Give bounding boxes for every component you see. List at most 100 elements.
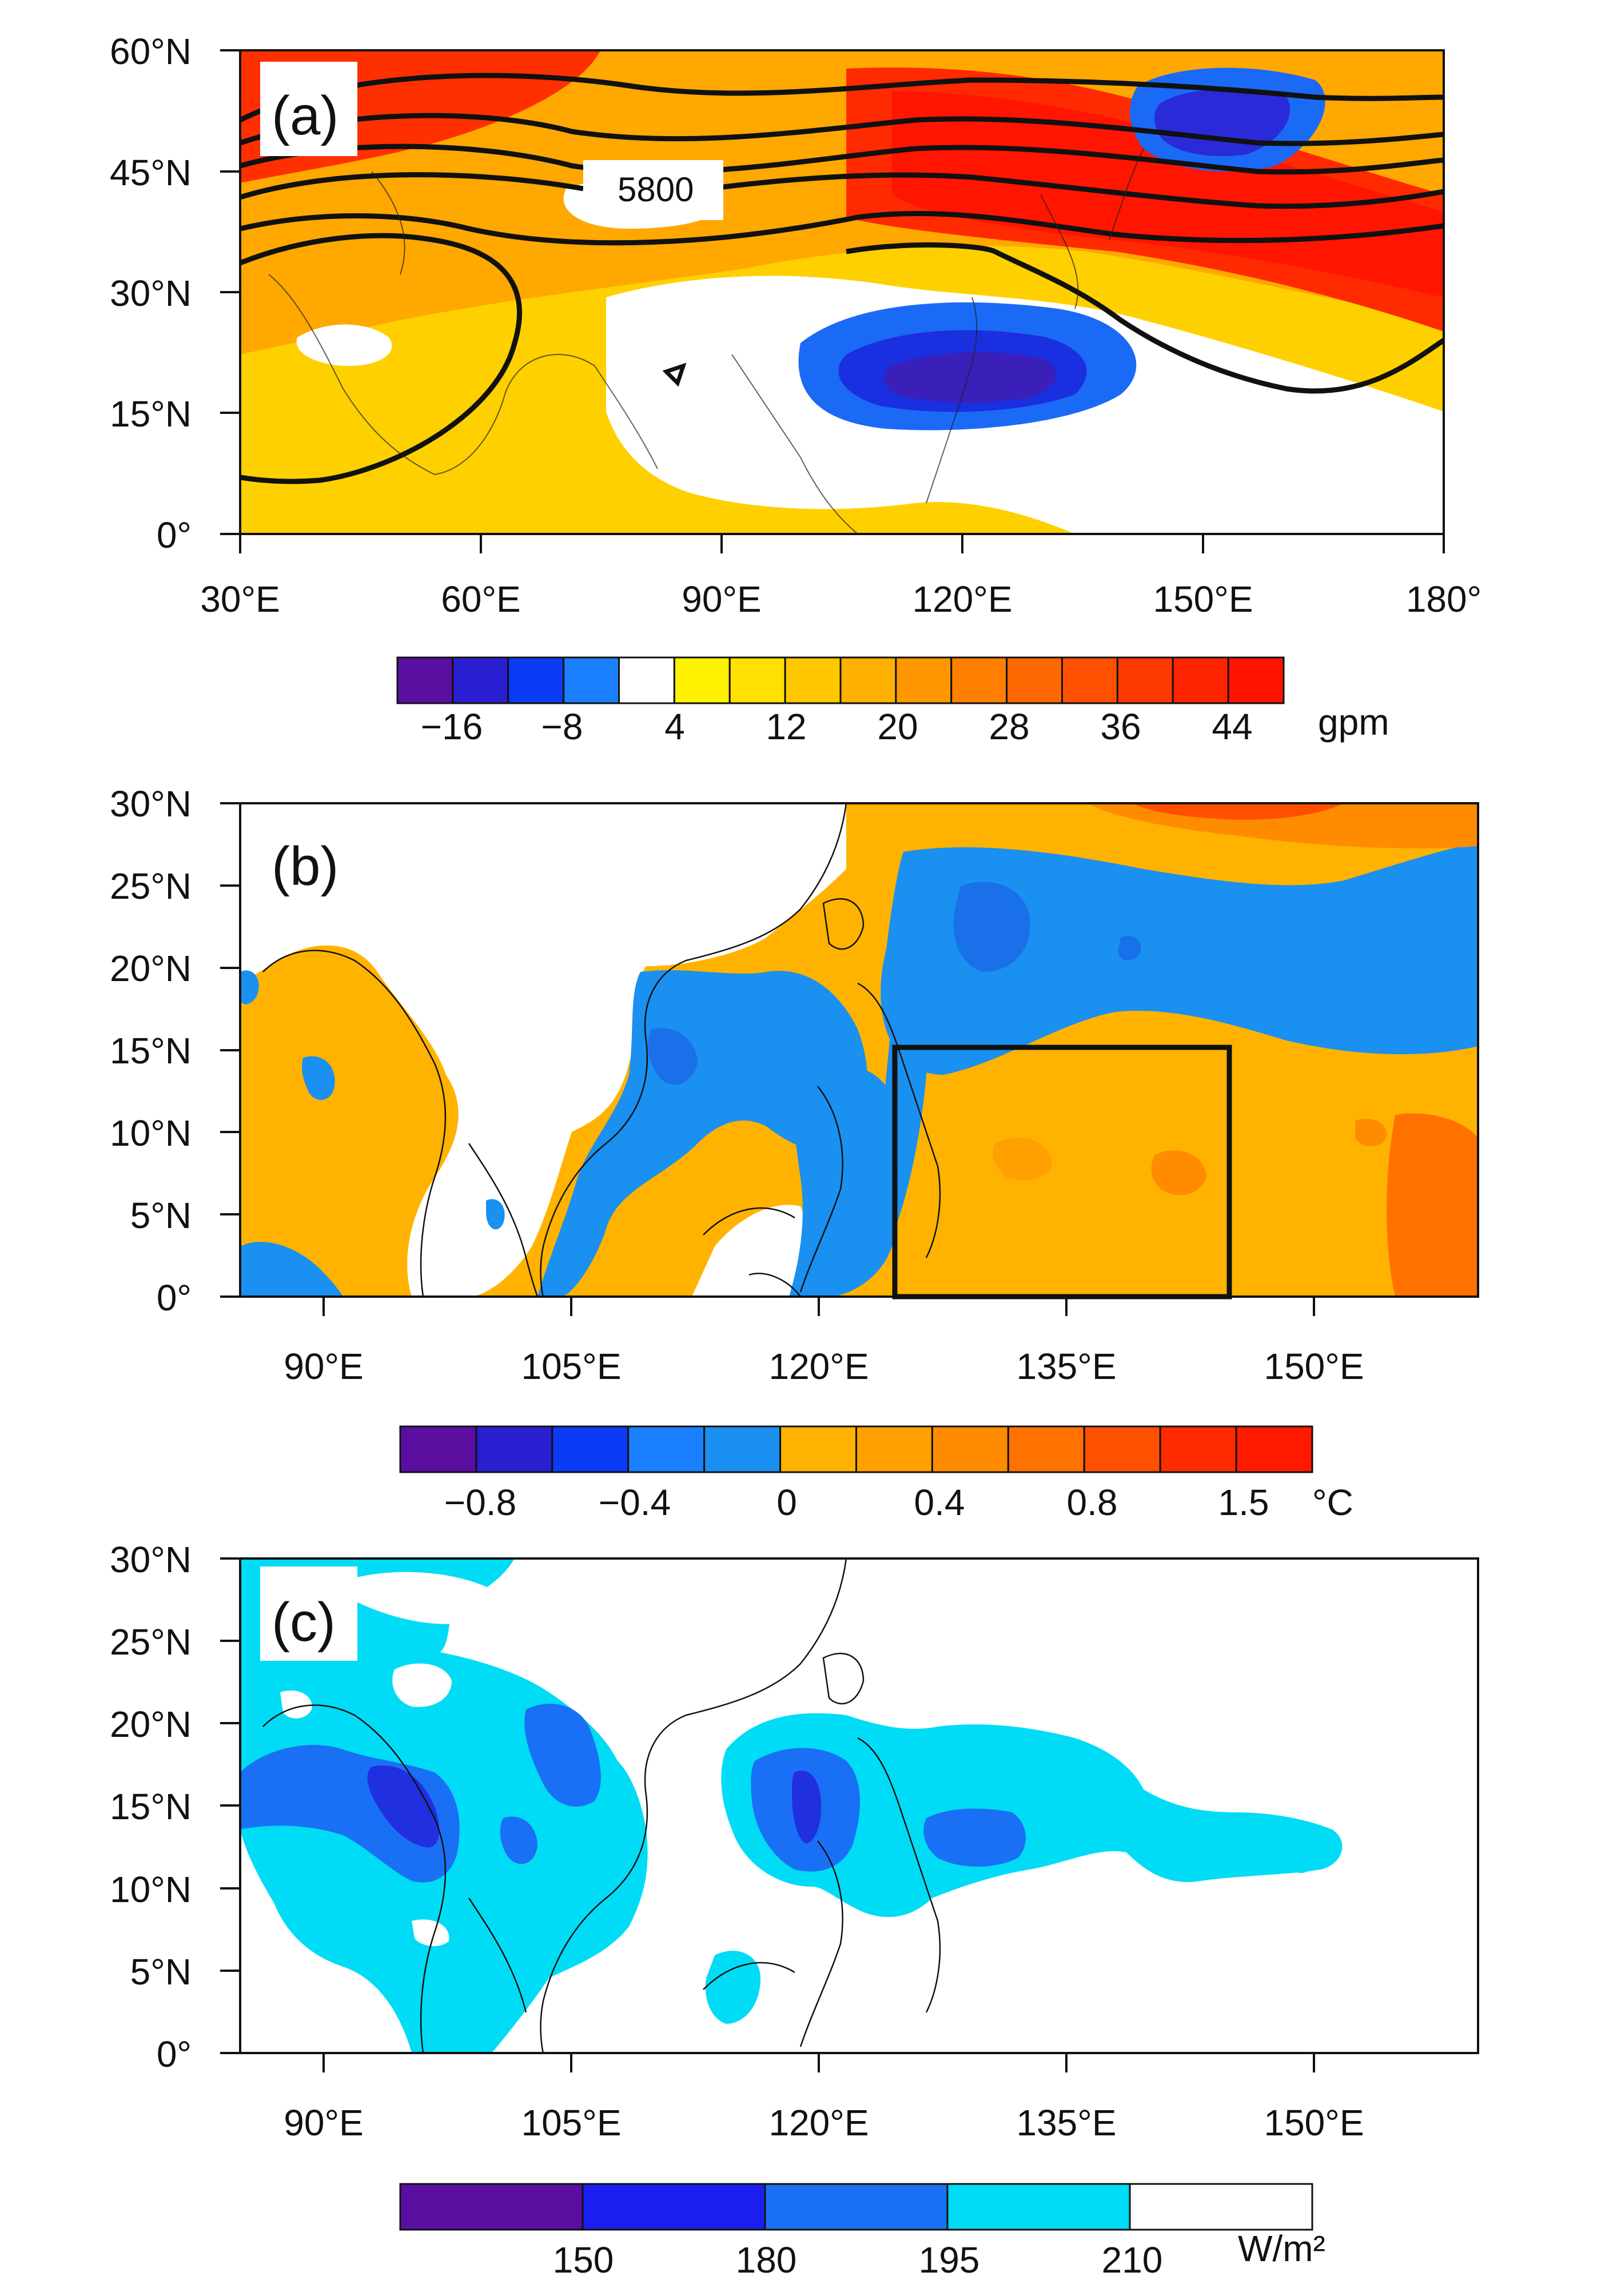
lon-tick-label: 150°E [1153, 579, 1253, 620]
lat-tick-label: 30°N [110, 273, 192, 314]
lat-tick-label: 0° [157, 2034, 192, 2075]
colorbar-a-label: 20 [877, 706, 918, 747]
colorbar-c-label: 195 [919, 2239, 980, 2281]
panel-b-label: (b) [272, 836, 338, 897]
lon-tick-label: 30°E [200, 579, 280, 620]
colorbar-c-swatches [399, 2183, 1313, 2231]
colorbar-swatch [399, 2183, 584, 2231]
colorbar-c-unit: W/m² [1238, 2228, 1325, 2269]
colorbar-c: 150 180 195 210 W/m² [399, 2183, 1325, 2281]
lat-tick-label: 0° [157, 1277, 192, 1318]
colorbar-swatch [582, 2183, 766, 2231]
colorbar-c-label: 150 [553, 2239, 614, 2281]
colorbar-b-label: 0.8 [1067, 1482, 1118, 1523]
colorbar-swatch [627, 1425, 706, 1473]
colorbar-swatch [396, 656, 454, 704]
colorbar-c-label: 210 [1102, 2239, 1163, 2281]
colorbar-swatch [1235, 1425, 1313, 1473]
colorbar-swatch [728, 656, 786, 704]
colorbar-a: −16 −8 4 12 20 28 36 44 gpm [396, 656, 1389, 747]
colorbar-b-label: 0.4 [914, 1482, 965, 1523]
lon-tick-label: 105°E [521, 1346, 621, 1387]
panel-c-label: (c) [272, 1592, 336, 1653]
colorbar-swatch [1083, 1425, 1161, 1473]
colorbar-swatch [563, 656, 620, 704]
colorbar-a-swatches [396, 656, 1285, 704]
lon-tick-label: 180° [1406, 579, 1481, 620]
colorbar-a-label: 12 [766, 706, 806, 747]
panel-c-lat-axis: 30°N 25°N 20°N 15°N 10°N 5°N 0° [110, 1539, 240, 2075]
lon-tick-label: 120°E [768, 1346, 869, 1387]
colorbar-a-label: −16 [421, 706, 483, 747]
colorbar-swatch [1116, 656, 1174, 704]
colorbar-b: −0.8 −0.4 0 0.4 0.8 1.5 °C [399, 1425, 1353, 1523]
colorbar-swatch [1172, 656, 1229, 704]
lon-tick-label: 90°E [284, 2102, 363, 2143]
panel-a-lat-axis: 60°N 45°N 30°N 15°N 0° [110, 31, 240, 556]
colorbar-a-label: 4 [664, 706, 685, 747]
colorbar-a-label: 44 [1212, 706, 1252, 747]
colorbar-swatch [839, 656, 897, 704]
colorbar-a-unit: gpm [1318, 701, 1389, 743]
colorbar-swatch [784, 656, 842, 704]
colorbar-swatch [1129, 2183, 1313, 2231]
colorbar-swatch [895, 656, 953, 704]
lat-tick-label: 0° [157, 515, 192, 556]
colorbar-swatch [946, 2183, 1131, 2231]
lat-tick-label: 60°N [110, 31, 192, 72]
colorbar-c-label: 180 [736, 2239, 797, 2281]
lat-tick-label: 10°N [110, 1869, 192, 1910]
colorbar-swatch [1159, 1425, 1237, 1473]
map-b-field [240, 803, 1478, 1297]
colorbar-b-label: −0.4 [599, 1482, 671, 1523]
colorbar-swatch [703, 1425, 782, 1473]
colorbar-swatch [855, 1425, 933, 1473]
lon-tick-label: 60°E [441, 579, 520, 620]
colorbar-swatch [1227, 656, 1285, 704]
colorbar-swatch [452, 656, 509, 704]
map-c-field [240, 1558, 1478, 2053]
colorbar-a-label: 28 [989, 706, 1029, 747]
map-a-field [240, 50, 1444, 534]
lon-tick-label: 150°E [1264, 2102, 1364, 2143]
lat-tick-label: 15°N [110, 1030, 192, 1071]
colorbar-b-unit: °C [1312, 1482, 1353, 1523]
lat-tick-label: 15°N [110, 1786, 192, 1827]
colorbar-swatch [618, 656, 675, 704]
colorbar-b-label: −0.8 [444, 1482, 516, 1523]
colorbar-b-label: 0 [776, 1482, 797, 1523]
study-region-box [892, 1045, 1232, 1300]
lon-tick-label: 90°E [682, 579, 761, 620]
panel-a-label: (a) [272, 85, 338, 146]
colorbar-swatch [950, 656, 1008, 704]
lon-tick-label: 135°E [1016, 2102, 1116, 2143]
lat-tick-label: 5°N [130, 1951, 192, 1992]
lat-tick-label: 30°N [110, 1539, 192, 1580]
lat-tick-label: 30°N [110, 783, 192, 824]
lon-tick-label: 90°E [284, 1346, 363, 1387]
lat-tick-label: 15°N [110, 393, 192, 435]
lat-tick-label: 20°N [110, 948, 192, 989]
lon-tick-label: 120°E [768, 2102, 869, 2143]
colorbar-swatch [1007, 1425, 1085, 1473]
colorbar-swatch [1061, 656, 1118, 704]
colorbar-swatch [399, 1425, 477, 1473]
lat-tick-label: 25°N [110, 866, 192, 907]
lat-tick-label: 45°N [110, 152, 192, 193]
colorbar-swatch [779, 1425, 858, 1473]
colorbar-a-label: 36 [1100, 706, 1141, 747]
lon-tick-label: 120°E [912, 579, 1012, 620]
colorbar-swatch [551, 1425, 630, 1473]
colorbar-b-label: 1.5 [1218, 1482, 1269, 1523]
panel-c-lon-axis: 90°E 105°E 120°E 135°E 150°E [284, 2053, 1364, 2143]
colorbar-swatch [507, 656, 565, 704]
panel-b-lon-axis: 90°E 105°E 120°E 135°E 150°E [284, 1297, 1364, 1387]
colorbar-swatch [1006, 656, 1063, 704]
lon-tick-label: 135°E [1016, 1346, 1116, 1387]
colorbar-swatch [764, 2183, 949, 2231]
lon-tick-label: 105°E [521, 2102, 621, 2143]
lat-tick-label: 25°N [110, 1621, 192, 1663]
panel-b-lat-axis: 30°N 25°N 20°N 15°N 10°N 5°N 0° [110, 783, 240, 1318]
panel-a-lon-axis: 30°E 60°E 90°E 120°E 150°E 180° [200, 534, 1481, 620]
